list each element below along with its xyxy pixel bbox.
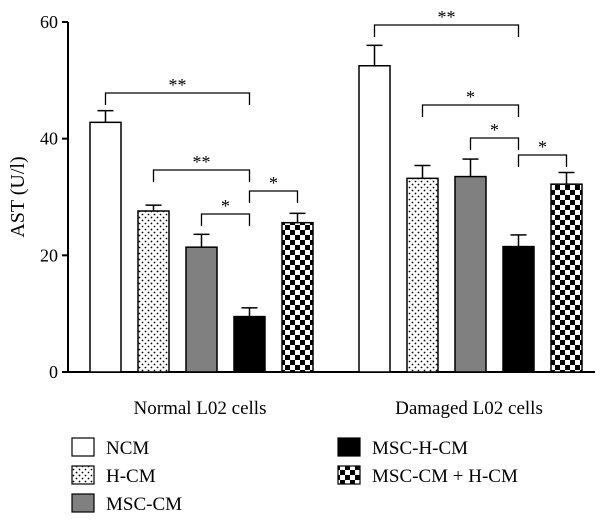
bar	[502, 245, 535, 373]
significance-label: *	[466, 87, 475, 107]
bar	[454, 175, 487, 373]
bar	[89, 121, 122, 373]
legend-swatch	[71, 493, 95, 513]
significance-label: *	[269, 173, 278, 193]
significance-label: **	[193, 152, 211, 172]
significance-label: **	[169, 75, 187, 95]
significance-bracket	[373, 24, 520, 37]
bar	[406, 177, 439, 373]
y-tick-label: 60	[40, 12, 58, 32]
legend-swatch	[337, 437, 361, 457]
bars	[89, 44, 583, 373]
bar	[550, 183, 583, 373]
legend-label: MSC-CM + H-CM	[372, 466, 518, 487]
y-axis-label: AST (U/l)	[7, 156, 29, 237]
legend-swatch	[71, 437, 95, 457]
bar	[358, 65, 391, 373]
x-category-label: Normal L02 cells	[134, 398, 267, 419]
legend-swatch	[337, 465, 361, 485]
x-category-label: Damaged L02 cells	[395, 398, 543, 419]
y-tick-label: 20	[40, 245, 58, 265]
significance-label: **	[438, 7, 456, 27]
significance-bracket	[200, 213, 251, 226]
significance-bracket	[248, 190, 299, 203]
significance-label: *	[538, 137, 547, 157]
bar	[185, 246, 218, 373]
bar	[281, 221, 314, 373]
significance-bracket	[517, 154, 568, 167]
significance-bracket	[152, 169, 251, 182]
significance-bracket	[421, 104, 520, 117]
legend-label: NCM	[106, 438, 149, 459]
significance-bracket	[104, 92, 251, 105]
legend: NCM H-CM MSC-CM MSC-H-CM MSC-CM + H-CM	[71, 437, 518, 515]
legend-label: MSC-H-CM	[372, 438, 468, 459]
significance-label: *	[221, 196, 230, 216]
y-tick-label: 40	[40, 129, 58, 149]
legend-label: H-CM	[106, 466, 156, 487]
legend-label: MSC-CM	[106, 494, 182, 515]
y-tick-label: 0	[49, 362, 58, 382]
bar	[137, 210, 170, 373]
significance-bracket	[469, 137, 520, 150]
significance-label: *	[490, 120, 499, 140]
bar	[233, 315, 266, 373]
legend-swatch	[71, 465, 95, 485]
significance-brackets: ***********	[104, 7, 568, 226]
